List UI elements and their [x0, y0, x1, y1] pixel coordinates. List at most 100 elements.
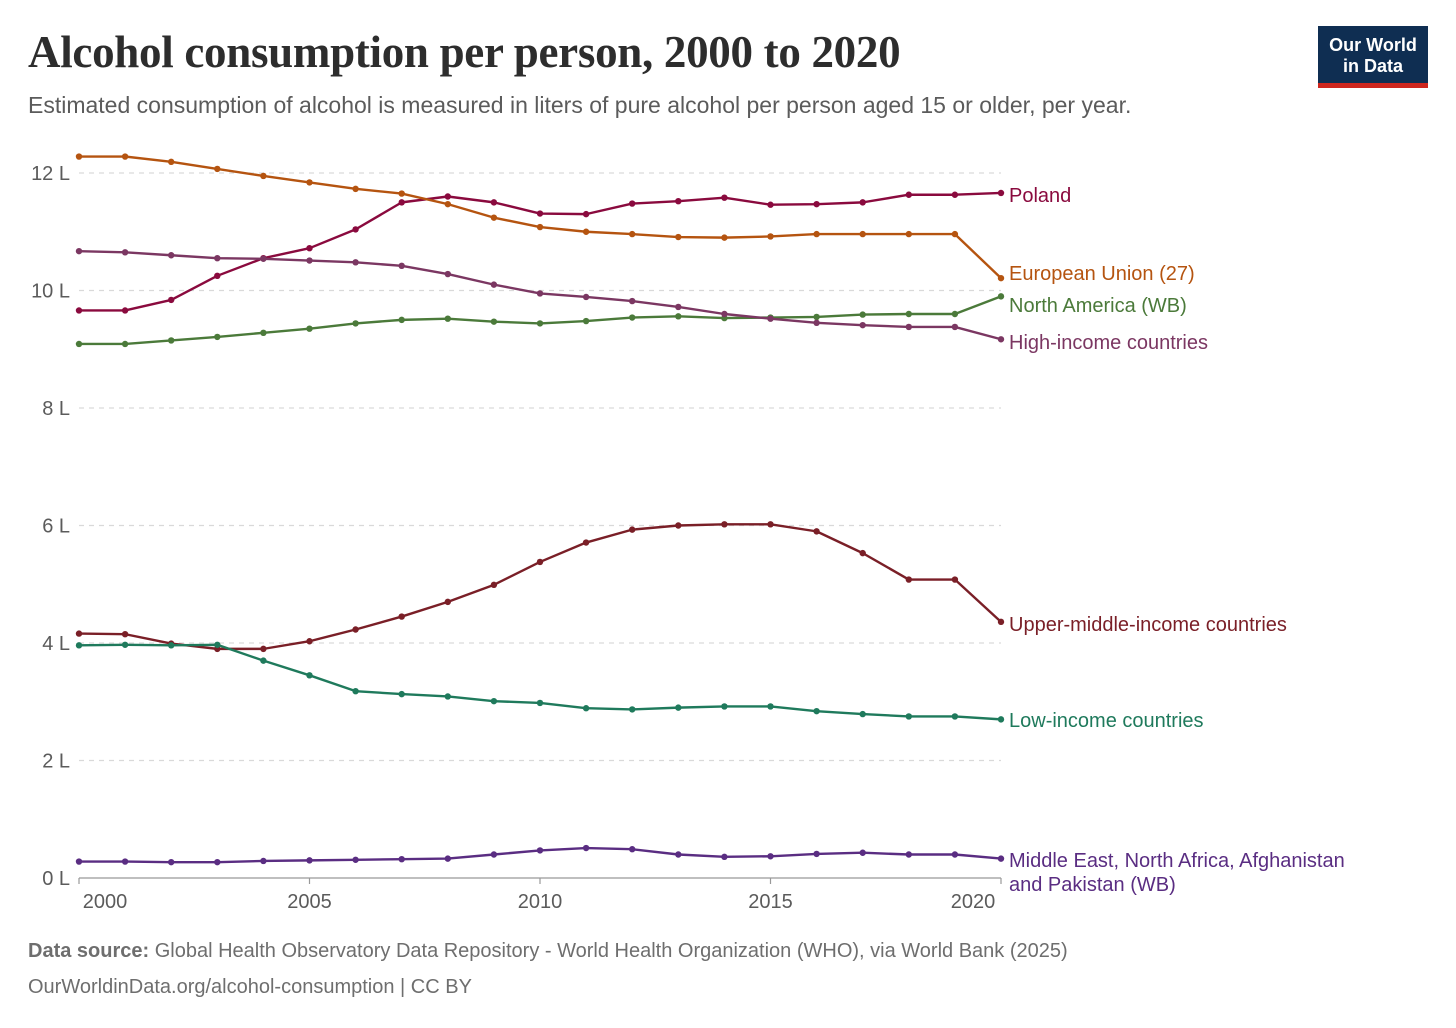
data-point [121, 249, 129, 256]
data-point [306, 857, 313, 864]
data-point [905, 713, 912, 720]
data-point [813, 313, 820, 321]
data-point [306, 638, 313, 645]
data-point [214, 254, 221, 262]
series-line [78, 523, 1002, 651]
data-point [582, 228, 590, 235]
data-point [260, 857, 267, 865]
data-point [75, 340, 83, 348]
data-point [629, 314, 636, 321]
data-point [398, 199, 405, 206]
data-point [675, 233, 682, 241]
data-source-text: Global Health Observatory Data Repositor… [154, 940, 1068, 962]
data-point [675, 303, 682, 311]
data-point [398, 190, 405, 197]
data-point [121, 630, 129, 638]
data-point [352, 226, 359, 233]
data-point [905, 230, 912, 238]
data-point [490, 199, 498, 206]
data-point [260, 172, 267, 180]
data-point [951, 713, 959, 720]
chart-subtitle: Estimated consumption of alcohol is meas… [28, 92, 1132, 118]
data-point [398, 856, 405, 863]
data-point [951, 576, 959, 583]
x-tick-label: 2010 [518, 891, 563, 913]
data-point [352, 259, 359, 266]
data-point [536, 290, 544, 297]
data-point [121, 340, 129, 348]
data-point [951, 230, 959, 238]
y-tick-label: 4 L [42, 633, 70, 655]
data-point [859, 710, 866, 718]
owid-logo[interactable]: Our World in Data [1318, 26, 1428, 88]
data-point [306, 245, 313, 252]
series-label: European Union (27) [1009, 263, 1195, 285]
data-point [951, 323, 959, 331]
data-point [536, 699, 544, 707]
data-point [214, 641, 221, 648]
data-point [767, 201, 774, 208]
data-point [260, 329, 267, 336]
y-tick-label: 12 L [31, 163, 70, 185]
data-point [859, 230, 866, 238]
data-point [75, 247, 83, 255]
y-tick-label: 2 L [42, 751, 70, 773]
data-point [582, 539, 590, 546]
data-point [721, 703, 728, 710]
data-point [905, 191, 912, 198]
data-point [721, 310, 728, 318]
footer-license: | CC BY [400, 976, 472, 998]
y-tick-label: 0 L [42, 868, 70, 890]
data-point [75, 642, 83, 649]
data-point [721, 194, 728, 201]
data-point [536, 847, 544, 854]
data-point [951, 310, 959, 318]
data-point [721, 234, 728, 241]
data-point [859, 549, 866, 557]
series-labels: Poland European Union (27) North America (… [1009, 185, 1345, 896]
data-point [444, 315, 451, 322]
data-point [997, 274, 1005, 282]
data-point [214, 333, 221, 341]
data-point [168, 337, 175, 344]
data-point [675, 313, 682, 320]
data-point [75, 630, 83, 637]
data-point [951, 851, 959, 858]
data-point [444, 855, 451, 862]
data-point [997, 189, 1005, 197]
line-chart: 0 L 2 L 4 L 6 L 8 L 10 L 12 L 2000 2005 2010 2015 2… [31, 153, 1345, 913]
data-point [675, 704, 682, 711]
data-point [444, 200, 451, 208]
data-source-line: Data source: Global Health Observatory D… [28, 940, 1068, 963]
data-point [490, 697, 498, 705]
data-point [306, 179, 313, 186]
data-point [490, 214, 498, 221]
data-point [214, 165, 221, 173]
data-point [675, 522, 682, 529]
data-point [214, 272, 221, 280]
data-point [168, 158, 175, 166]
data-point [306, 325, 313, 332]
data-point [168, 858, 175, 866]
data-point [582, 293, 590, 301]
data-point [260, 645, 267, 653]
y-tick-label: 8 L [42, 398, 70, 420]
data-point [260, 255, 267, 262]
series-label: and Pakistan (WB) [1009, 874, 1176, 896]
data-point [352, 856, 359, 863]
data-point [490, 281, 498, 288]
data-point [629, 846, 636, 853]
data-point [629, 200, 636, 207]
footer-url[interactable]: OurWorldinData.org/alcohol-consumption [28, 976, 395, 998]
x-tick-label: 2015 [748, 891, 793, 913]
data-point [813, 528, 820, 535]
data-point [767, 521, 774, 528]
series-group [75, 153, 1005, 866]
series-label: High-income countries [1009, 332, 1208, 354]
data-point [675, 198, 682, 205]
data-point [767, 703, 774, 710]
data-point [168, 296, 175, 304]
data-point [398, 316, 405, 324]
data-point [905, 310, 912, 318]
data-point [767, 315, 774, 322]
